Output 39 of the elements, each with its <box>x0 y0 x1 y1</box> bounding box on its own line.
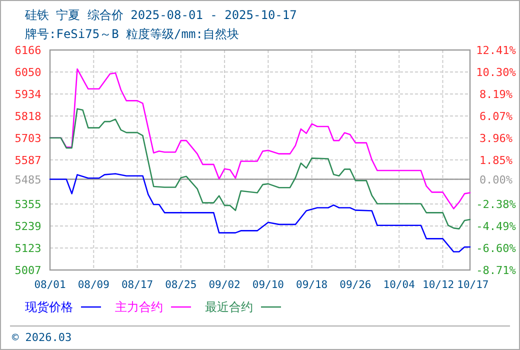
y2-tick-label: 3.96% <box>479 132 513 146</box>
x-tick-label: 09/02 <box>208 279 240 291</box>
y-tick-label: 5239 <box>14 220 42 233</box>
y2-tick-label: 12.41% <box>476 44 516 57</box>
y2-tick-label: 0.00% <box>479 173 513 186</box>
y2-tick-label: -6.60% <box>476 242 516 256</box>
y2-tick-label: 8.19% <box>479 88 513 101</box>
x-tick-label: 08/25 <box>165 279 197 291</box>
y2-tick-label: -2.38% <box>476 198 516 212</box>
y-tick-label: 6166 <box>14 44 42 57</box>
x-tick-label: 09/10 <box>252 279 284 291</box>
text: © 2026.03 <box>12 331 72 344</box>
y-tick-label: 6050 <box>14 66 42 80</box>
y2-tick-label: 1.85% <box>479 154 513 167</box>
x-tick-label: 10/12 <box>422 279 454 291</box>
y-tick-label: 5123 <box>14 242 42 255</box>
y2-tick-label: 10.30% <box>476 66 516 79</box>
legend-label: 最近合约 <box>205 300 253 314</box>
y-tick-label: 5587 <box>14 154 42 167</box>
y2-tick-label: -4.49% <box>476 220 516 234</box>
chart-subtitle: 牌号:FeSi75～B 粒度等级/mm:自然块 <box>25 27 239 41</box>
legend-label: 现货价格 <box>25 300 73 314</box>
y-tick-label: 5355 <box>14 198 42 211</box>
x-tick-label: 09/26 <box>340 279 372 291</box>
y2-tick-label: -8.71% <box>476 264 516 277</box>
y-tick-label: 5007 <box>14 264 42 277</box>
x-tick-label: 10/17 <box>457 279 489 291</box>
chart-title: 硅铁 宁夏 综合价 2025-08-01 - 2025-10-17 <box>24 8 297 22</box>
y-tick-label: 5703 <box>14 132 42 145</box>
x-tick-label: 08/17 <box>121 279 154 291</box>
x-tick-label: 09/18 <box>296 279 328 291</box>
y-tick-label: 5818 <box>14 110 42 124</box>
legend-label: 主力合约 <box>115 300 163 314</box>
y2-tick-label: 6.07% <box>479 110 513 124</box>
y-tick-label: 5934 <box>14 88 42 102</box>
x-tick-label: 10/04 <box>383 279 415 291</box>
y-tick-label: 5485 <box>14 173 42 186</box>
x-tick-label: 08/09 <box>78 279 110 291</box>
x-tick-label: 08/01 <box>34 279 66 291</box>
